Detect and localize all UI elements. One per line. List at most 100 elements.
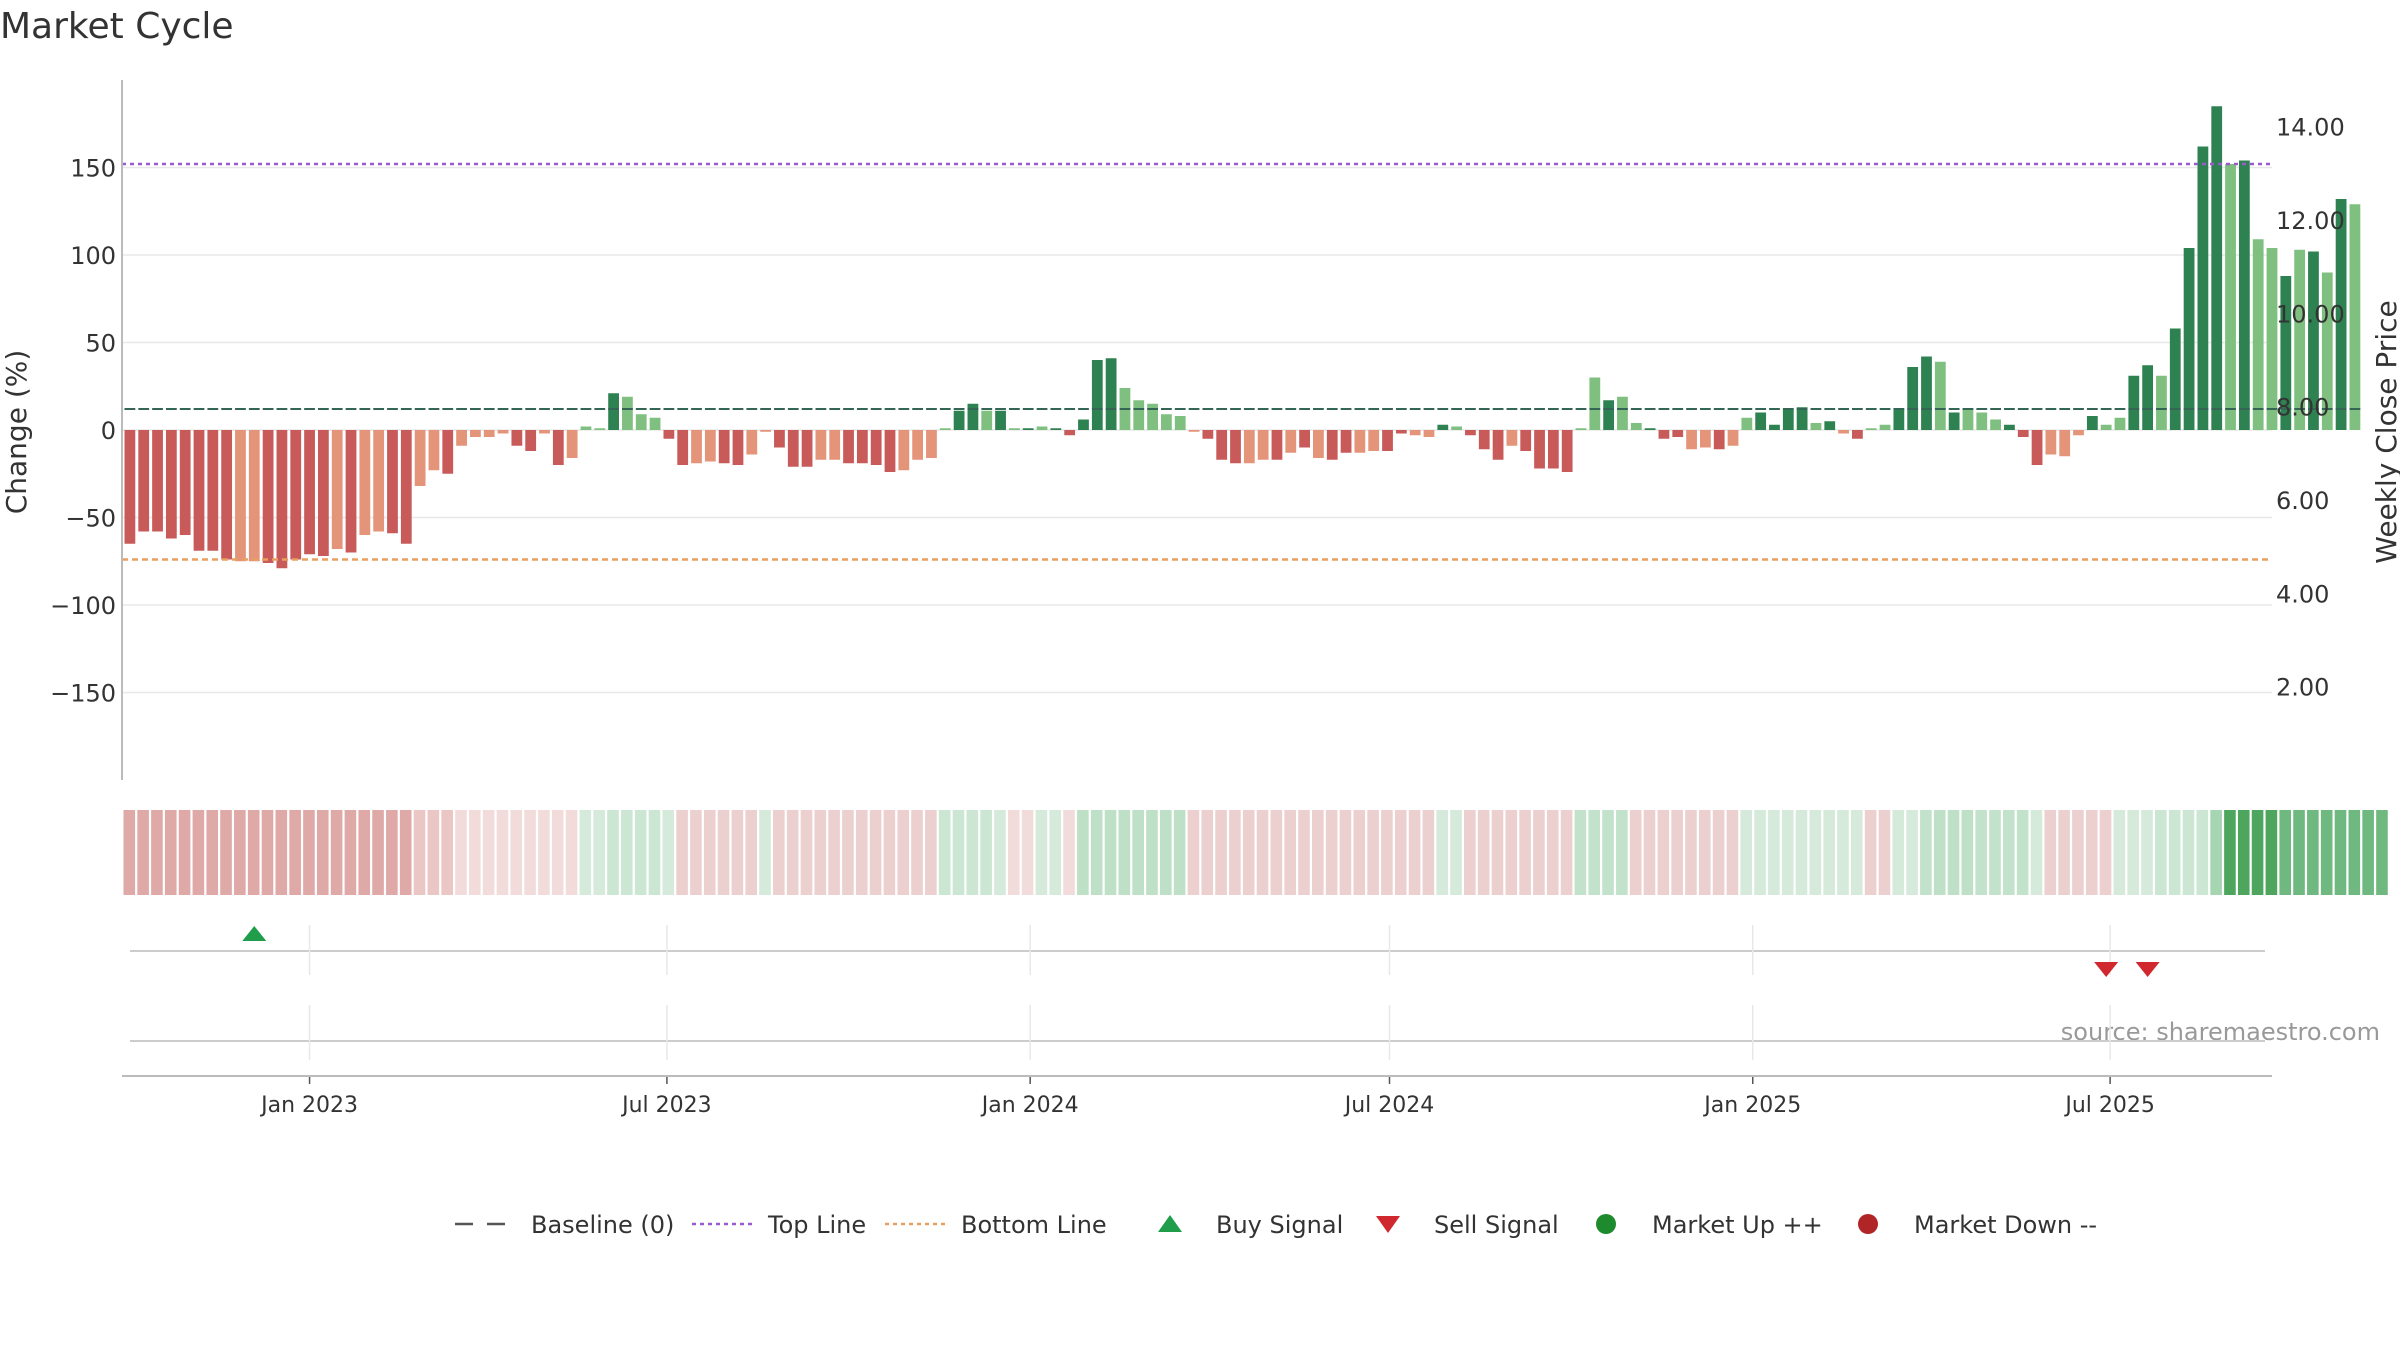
heat-cell [1574,810,1587,895]
heat-cell [662,810,675,895]
change-bar [1382,430,1393,451]
change-bar [1161,414,1172,430]
change-bar [2294,249,2306,430]
heat-cell [1588,810,1601,895]
heat-cell [1229,810,1241,895]
x-tick-label: Jan 2024 [980,1093,1079,1118]
heat-cell [1947,810,1960,895]
heat-cell [2224,810,2236,895]
heat-cell [1712,810,1725,895]
heat-cell [524,810,536,895]
change-bar [2252,239,2264,430]
heat-cell [2058,810,2070,895]
change-bar [2086,416,2098,430]
change-bar [1658,430,1670,439]
x-tick-label: Jul 2025 [2063,1093,2155,1118]
y-tick-label: 50 [85,330,116,358]
heat-cell [2237,810,2250,895]
change-bar [2169,328,2181,430]
heat-cell [1616,810,1628,895]
bars-layer [124,106,2361,569]
change-bar [732,430,744,465]
change-bar [2128,375,2140,430]
change-bar [2321,272,2333,430]
heat-cell [2113,810,2126,895]
heat-cell [1533,810,1545,895]
change-bar [1326,430,1338,460]
change-bar [1838,430,1849,434]
heat-cell [482,810,495,895]
heat-cell [1920,810,1932,895]
heat-cell [2251,810,2264,895]
heat-cell [1643,810,1656,895]
heat-cell [1892,810,1905,895]
change-bar [442,430,454,474]
heat-cell [1007,810,1020,895]
heat-cell [1325,810,1338,895]
heat-cell [2182,810,2195,895]
heat-cell [952,810,965,895]
heat-cell [1989,810,2001,895]
heat-cell [1090,810,1103,895]
change-bar [2142,365,2154,430]
legend-item: Baseline (0) [455,1211,674,1239]
heat-cell [648,810,661,895]
heat-cell [1491,810,1504,895]
change-bar [2225,164,2236,430]
heat-cell [1546,810,1559,895]
change-bar [2045,430,2057,455]
change-bar [1091,360,1103,430]
heat-cell [234,810,246,895]
heat-cell [1477,810,1490,895]
heat-cell [1422,810,1435,895]
heat-cell [1159,810,1172,895]
y-tick-label: −100 [50,592,116,620]
heat-cell [344,810,357,895]
heat-cell [1837,810,1849,895]
heat-cell [634,810,647,895]
change-bar [497,430,509,434]
change-bar [276,430,288,569]
change-bar [760,430,772,432]
heat-cell [1809,810,1822,895]
legend-label: Bottom Line [961,1211,1107,1239]
heat-cell [1464,810,1476,895]
change-bar [1271,430,1283,460]
change-bar [649,417,661,430]
heat-cell [1173,810,1186,895]
change-bar [967,403,979,430]
heat-cell [1850,810,1863,895]
heat-cell [137,810,149,895]
y-right-tick-label: 14.00 [2276,114,2345,142]
change-bar [1630,423,1642,430]
change-bar [2349,204,2361,430]
heat-cell [1740,810,1753,895]
change-bar [400,430,412,544]
heat-cell [1132,810,1144,895]
change-bar [1133,400,1145,430]
change-bar [2004,424,2015,430]
heat-cell [2072,810,2084,895]
change-bar [1962,409,1974,430]
heat-cell [883,810,896,895]
change-bar [428,430,440,471]
heat-cell [1975,810,1987,895]
heat-cell [1436,810,1448,895]
heat-cell [192,810,205,895]
change-bar [580,426,592,430]
change-bar [1188,430,1200,432]
change-bar [345,430,357,553]
signals-panel [130,925,2265,1060]
y-right-tick-label: 8.00 [2276,394,2329,422]
change-bar [1008,428,1020,430]
change-bar [1769,424,1780,430]
heat-cell [1298,810,1310,895]
heat-cell [1878,810,1891,895]
change-bar [331,430,343,549]
change-bar [2280,276,2292,430]
change-bar [1036,426,1048,430]
heat-cell [1284,810,1296,895]
change-bar [2031,430,2043,465]
change-bar [774,430,785,448]
